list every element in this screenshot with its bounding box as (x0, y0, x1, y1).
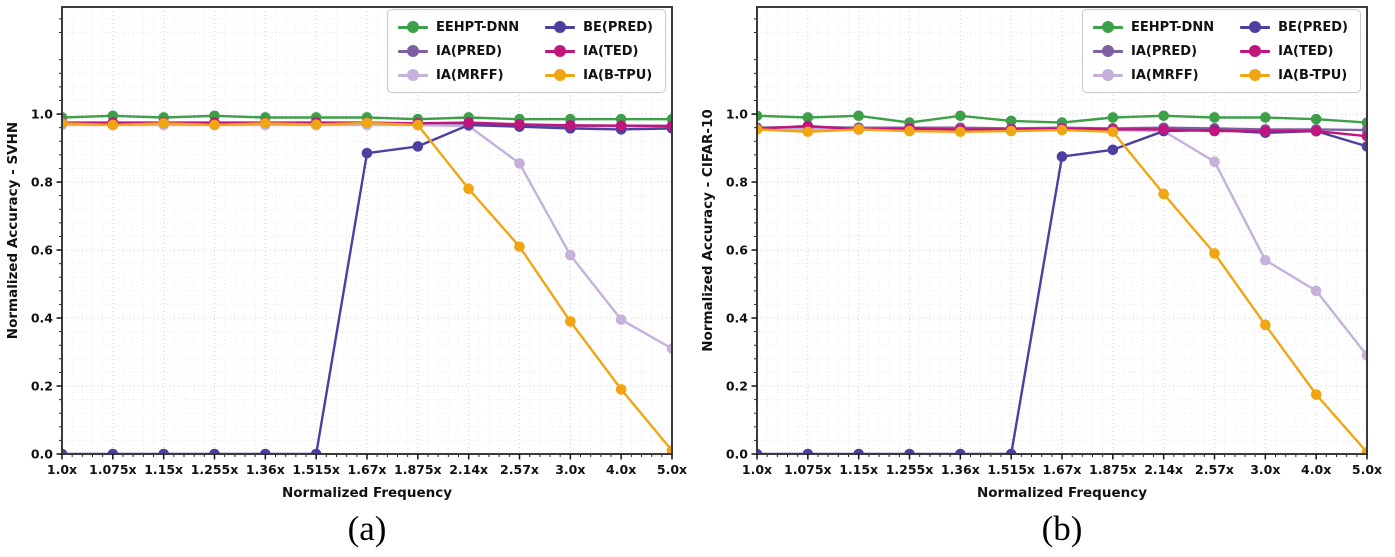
legend-label: IA(PRED) (436, 43, 503, 59)
x-tick-label: 2.14x (449, 462, 488, 477)
line-dot-marker-icon (1093, 21, 1124, 33)
legend-label: IA(B-TPU) (1278, 67, 1348, 83)
x-tick-label: 1.36x (941, 462, 980, 477)
x-tick-label: 1.67x (348, 462, 387, 477)
line-dot-marker-icon (1240, 21, 1271, 33)
line-dot-marker-icon (1093, 69, 1124, 81)
line-dot-marker-icon (398, 21, 429, 33)
y-tick-label: 0.0 (726, 447, 748, 462)
legend-item-ia-b-tpu: IA(B-TPU) (545, 65, 653, 85)
legend-label: IA(PRED) (1131, 43, 1198, 59)
x-tick-label: 1.515x (987, 462, 1035, 477)
x-tick-label: 1.255x (191, 462, 239, 477)
legend-label: EEHPT-DNN (1131, 19, 1215, 35)
line-dot-marker-icon (545, 45, 576, 57)
x-tick-label: 1.075x (89, 462, 137, 477)
x-tick-label: 4.0x (606, 462, 636, 477)
x-tick-label: 1.0x (47, 462, 77, 477)
x-tick-label: 1.255x (886, 462, 934, 477)
line-dot-marker-icon (1240, 69, 1271, 81)
legend: EEHPT-DNN IA(PRED) IA(MRFF) BE(PRED) IA(… (1082, 9, 1361, 93)
x-tick-label: 2.57x (1195, 462, 1234, 477)
panel-cifar10: 1.0x 1.075x 1.15x 1.255x 1.36x 1.515x 1.67x 1.8… (695, 0, 1395, 505)
legend-column: EEHPT-DNN IA(PRED) IA(MRFF) (398, 17, 519, 85)
legend-item-ia-mrff: IA(MRFF) (398, 65, 519, 85)
y-axis-label: Normalized Accuracy - SVHN (5, 122, 21, 339)
legend-label: EEHPT-DNN (436, 19, 520, 35)
legend-item-be-pred: BE(PRED) (1240, 17, 1348, 37)
y-tick-label: 0.0 (31, 447, 53, 462)
y-tick-label: 0.2 (726, 379, 748, 394)
x-tick-label: 4.0x (1301, 462, 1331, 477)
legend-label: IA(MRFF) (1131, 67, 1199, 83)
legend-item-ia-pred: IA(PRED) (1093, 41, 1214, 61)
y-tick-label: 1.0 (31, 107, 53, 122)
y-axis-label: Normalized Accuracy - CIFAR-10 (700, 109, 716, 352)
x-tick-label: 1.67x (1043, 462, 1082, 477)
x-tick-label: 1.36x (246, 462, 285, 477)
x-tick-label: 5.0x (1352, 462, 1382, 477)
x-tick-label: 1.15x (144, 462, 183, 477)
legend-label: BE(PRED) (583, 19, 653, 35)
y-tick-label: 0.4 (31, 311, 53, 326)
legend-label: BE(PRED) (1278, 19, 1348, 35)
x-tick-label: 1.15x (839, 462, 878, 477)
y-tick-label: 0.8 (31, 175, 53, 190)
line-dot-marker-icon (1240, 45, 1271, 57)
x-tick-label: 1.875x (1089, 462, 1137, 477)
legend-item-be-pred: BE(PRED) (545, 17, 653, 37)
line-dot-marker-icon (545, 21, 576, 33)
caption-b: (b) (1041, 509, 1083, 548)
x-tick-label: 1.075x (784, 462, 832, 477)
legend-item-eehpt-dnn: EEHPT-DNN (398, 17, 519, 37)
y-tick-label: 0.8 (726, 175, 748, 190)
y-tick-label: 0.2 (31, 379, 53, 394)
chart-cifar10: 1.0x 1.075x 1.15x 1.255x 1.36x 1.515x 1.67x 1.8… (700, 6, 1382, 501)
line-dot-marker-icon (545, 69, 576, 81)
x-tick-label: 1.875x (394, 462, 442, 477)
x-tick-label: 1.0x (742, 462, 772, 477)
legend-column: BE(PRED) IA(TED) IA(B-TPU) (545, 17, 653, 85)
legend-item-ia-ted: IA(TED) (1240, 41, 1348, 61)
x-tick-label: 3.0x (555, 462, 585, 477)
x-axis-label: Normalized Frequency (282, 485, 452, 501)
x-tick-label: 1.515x (292, 462, 340, 477)
line-dot-marker-icon (398, 45, 429, 57)
legend: EEHPT-DNN IA(PRED) IA(MRFF) BE(PRED) IA(… (387, 9, 666, 93)
legend-item-ia-b-tpu: IA(B-TPU) (1240, 65, 1348, 85)
x-tick-label: 3.0x (1250, 462, 1280, 477)
legend-label: IA(B-TPU) (583, 67, 653, 83)
y-tick-label: 1.0 (726, 107, 748, 122)
legend-item-ia-mrff: IA(MRFF) (1093, 65, 1214, 85)
y-tick-label: 0.6 (726, 243, 748, 258)
legend-item-ia-ted: IA(TED) (545, 41, 653, 61)
x-tick-label: 2.14x (1144, 462, 1183, 477)
caption-a: (a) (347, 509, 387, 548)
line-dot-marker-icon (1093, 45, 1124, 57)
panel-svhn: 1.0x 1.075x 1.15x 1.255x 1.36x 1.515x 1.67x 1.8… (0, 0, 700, 505)
line-dot-marker-icon (398, 69, 429, 81)
legend-label: IA(MRFF) (436, 67, 504, 83)
legend-column: BE(PRED) IA(TED) IA(B-TPU) (1240, 17, 1348, 85)
legend-label: IA(TED) (583, 43, 639, 59)
legend-item-ia-pred: IA(PRED) (398, 41, 519, 61)
legend-column: EEHPT-DNN IA(PRED) IA(MRFF) (1093, 17, 1214, 85)
y-tick-label: 0.4 (726, 311, 748, 326)
x-tick-label: 2.57x (500, 462, 539, 477)
x-axis-label: Normalized Frequency (977, 485, 1147, 501)
legend-label: IA(TED) (1278, 43, 1334, 59)
legend-item-eehpt-dnn: EEHPT-DNN (1093, 17, 1214, 37)
x-tick-label: 5.0x (657, 462, 687, 477)
y-tick-label: 0.6 (31, 243, 53, 258)
